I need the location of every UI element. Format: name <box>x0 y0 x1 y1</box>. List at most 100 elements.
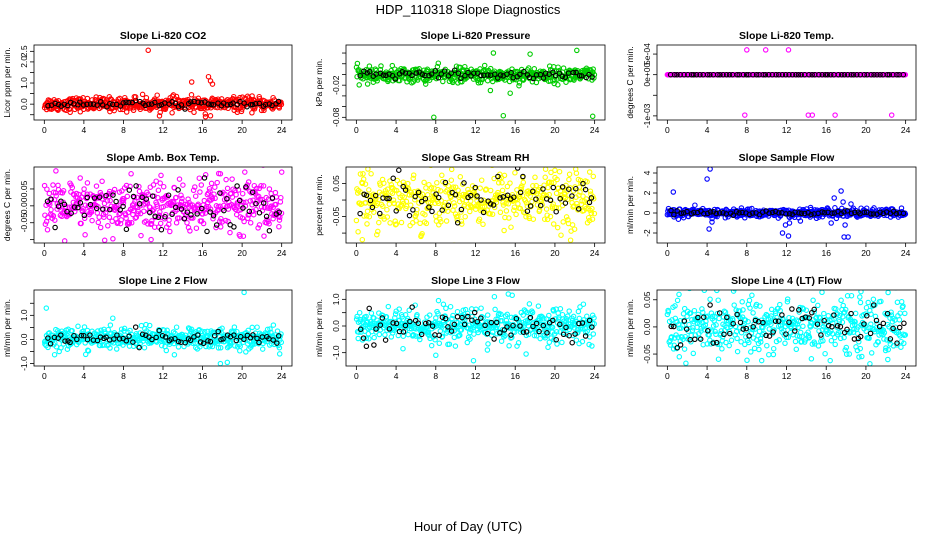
panel-4-point <box>223 176 229 183</box>
panel-8-mean-point <box>409 304 415 310</box>
panel-7-mean-point <box>47 341 54 347</box>
panel-4-point <box>82 232 88 238</box>
panel-6-mean-point <box>730 212 737 219</box>
panel-7-point <box>175 344 182 350</box>
panel-5-points <box>353 167 598 243</box>
panel-4-point <box>272 189 279 196</box>
panel-9-point <box>707 296 713 303</box>
panel-3-mean-point <box>786 71 792 78</box>
panel-4-mean-point <box>55 203 62 209</box>
panel-5-mean-point <box>467 192 474 199</box>
panel-5-point <box>392 218 398 224</box>
panel-6-mean-point <box>786 211 793 217</box>
panel-4-mean-point <box>224 195 230 202</box>
panel-8-point <box>410 332 417 339</box>
panel-3-mean-point <box>884 71 891 78</box>
panel-2-mean-point <box>389 72 396 79</box>
panel-6-mean-point <box>870 211 877 217</box>
panel-9-point <box>719 334 726 340</box>
panel-4-mean-point <box>199 205 205 212</box>
panel-3-mean-point <box>789 71 796 78</box>
panel-6-points <box>664 167 909 240</box>
panel-6-mean-point <box>769 209 776 216</box>
panel-2-mean-point <box>458 75 464 82</box>
panel-5-point <box>560 219 566 225</box>
panel-8-point <box>575 308 582 315</box>
panel-7-mean-point <box>67 339 73 346</box>
panel-2-point <box>434 63 441 70</box>
panel-8-point <box>515 340 522 346</box>
panel-5-mean-point <box>458 206 465 213</box>
panel-4-point <box>81 215 88 222</box>
panel-5-point <box>393 221 400 227</box>
panel-5-point <box>499 179 505 186</box>
panel-4-mean-point <box>71 204 78 210</box>
panel-8-point <box>541 316 547 322</box>
panel-5-mean-point <box>412 193 418 200</box>
panel-5-point <box>436 210 443 217</box>
panel-7-mean-point <box>187 337 194 344</box>
panel-5-point <box>543 206 550 212</box>
panel-5-mean-point <box>472 184 479 191</box>
panel-4-mean-point <box>110 192 116 198</box>
panel-4-y-tick-label: 0.05 <box>19 180 29 197</box>
panel-2-mean-point <box>383 72 389 79</box>
panel-8-point <box>564 313 571 319</box>
panel-9-point <box>671 335 678 341</box>
panel-5-point <box>577 189 583 195</box>
panel-5-mean-point <box>497 195 503 201</box>
panel-7-point <box>237 343 243 349</box>
panel-8-mean-point <box>513 315 520 322</box>
panel-7-mean-point <box>132 324 139 330</box>
panel-5-mean-point <box>569 193 575 199</box>
panel-4-point <box>221 246 225 250</box>
panel-4-point <box>111 186 118 193</box>
panel-4-point <box>128 171 134 177</box>
panel-2-x-tick-label: 24 <box>590 125 600 135</box>
panel-8-mean-point <box>363 343 370 350</box>
panel-8-point <box>356 309 363 316</box>
panel-9-point <box>758 339 764 345</box>
panel-8-outlier-point <box>470 357 477 364</box>
panel-5-point <box>548 179 555 186</box>
panel-7-mean-point <box>275 333 282 339</box>
panel-7-point <box>206 344 212 350</box>
panel-7-mean-point <box>168 336 174 342</box>
panel-5-point <box>487 211 493 217</box>
panel-2-mean-point <box>485 72 491 78</box>
panel-9-point <box>734 348 741 355</box>
panel-5-point <box>413 218 419 224</box>
panel-4-point <box>55 182 61 189</box>
panel-4-point <box>157 209 163 215</box>
panel-5-point <box>380 203 386 209</box>
panel-3-mean-point <box>824 71 831 78</box>
panel-6-mean-point <box>776 210 782 216</box>
panel-5-mean-point <box>511 194 517 200</box>
panel-2-point <box>364 81 371 87</box>
panel-7-mean-point <box>74 336 80 343</box>
panel-5-point <box>439 172 445 179</box>
panel-8-mean-point <box>566 332 572 339</box>
panel-6-outlier-point <box>706 226 712 232</box>
panel-5-mean-point <box>530 188 536 195</box>
panel-2-outlier-point <box>507 90 513 96</box>
panel-8-point <box>454 308 461 315</box>
panel-1-outlier-point <box>207 113 214 119</box>
panel-5-mean-point <box>478 197 484 203</box>
panel-1-outlier-point <box>188 79 195 85</box>
panel-8-point <box>557 306 564 312</box>
panel-5-point <box>512 170 518 176</box>
panel-4-point <box>202 172 209 178</box>
panel-7-mean-point <box>175 338 182 345</box>
panel-3-mean-point <box>877 71 883 78</box>
panel-4-point <box>101 237 108 243</box>
panel-4-mean-point <box>207 209 213 215</box>
panel-1-y-tick-label: 2.5 <box>19 45 29 57</box>
panel-1-point <box>55 107 61 113</box>
panel-6-mean-point <box>844 208 851 214</box>
panel-4-x-tick-label: 20 <box>237 248 247 258</box>
panel-5-point <box>424 192 431 198</box>
panel-1-outlier-point <box>131 94 138 100</box>
panel-5-mean-point <box>429 208 435 215</box>
